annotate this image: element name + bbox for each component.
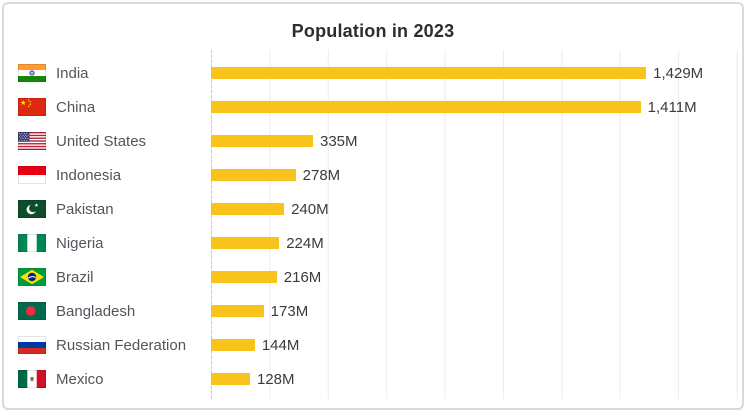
- value-label: 1,411M: [647, 98, 697, 116]
- country-label: Indonesia: [56, 166, 122, 184]
- mx-flag-icon: [18, 370, 46, 388]
- bar-row: Mexico 128M: [4, 362, 739, 396]
- bar-row: Nigeria 224M: [4, 226, 739, 260]
- category-label-cell: Brazil: [4, 268, 211, 286]
- population-bar[interactable]: [211, 169, 296, 181]
- bar-cell: 278M: [211, 158, 739, 192]
- bar-row: Bangladesh 173M: [4, 294, 739, 328]
- bar-rows: India 1,429M China 1,411M United States 335M I…: [4, 56, 739, 396]
- country-label: Pakistan: [56, 200, 114, 218]
- bar-cell: 335M: [211, 124, 739, 158]
- population-bar[interactable]: [211, 339, 255, 351]
- population-bar[interactable]: [211, 67, 647, 79]
- value-label: 240M: [291, 200, 329, 218]
- country-label: Mexico: [56, 370, 104, 388]
- population-bar[interactable]: [211, 135, 313, 147]
- bar-cell: 173M: [211, 294, 739, 328]
- us-flag-icon: [18, 132, 46, 150]
- category-label-cell: United States: [4, 132, 211, 150]
- bar-row: China 1,411M: [4, 90, 739, 124]
- value-label: 128M: [256, 370, 295, 388]
- category-label-cell: Indonesia: [4, 166, 211, 184]
- bar-row: Pakistan 240M: [4, 192, 739, 226]
- bar-cell: 128M: [211, 362, 739, 396]
- country-label: Bangladesh: [56, 302, 136, 320]
- population-bar[interactable]: [211, 203, 285, 215]
- ng-flag-icon: [18, 234, 46, 252]
- ru-flag-icon: [18, 336, 46, 354]
- country-label: Brazil: [56, 268, 94, 286]
- population-bar[interactable]: [211, 271, 277, 283]
- value-label: 278M: [302, 166, 341, 184]
- value-label: 224M: [286, 234, 324, 252]
- bar-cell: 1,411M: [211, 90, 739, 124]
- country-label: Nigeria: [56, 234, 104, 252]
- value-label: 173M: [270, 302, 309, 320]
- bar-row: India 1,429M: [4, 56, 739, 90]
- chart-title: Population in 2023: [291, 21, 455, 41]
- bar-cell: 144M: [211, 328, 739, 362]
- country-label: India: [56, 64, 89, 82]
- category-label-cell: Nigeria: [4, 234, 211, 252]
- population-bar[interactable]: [211, 373, 250, 385]
- bar-cell: 1,429M: [211, 56, 739, 90]
- value-label: 216M: [283, 268, 322, 286]
- cn-flag-icon: [18, 98, 46, 116]
- country-label: China: [56, 98, 96, 116]
- pk-flag-icon: [18, 200, 46, 218]
- population-bar[interactable]: [211, 101, 641, 113]
- bar-row: United States 335M: [4, 124, 739, 158]
- category-label-cell: India: [4, 64, 211, 82]
- value-label: 335M: [320, 132, 358, 150]
- in-flag-icon: [18, 64, 46, 82]
- chart-body: India 1,429M China 1,411M United States 335M I…: [4, 50, 742, 399]
- id-flag-icon: [18, 166, 46, 184]
- bar-cell: 240M: [211, 192, 739, 226]
- population-bar[interactable]: [211, 237, 280, 249]
- category-label-cell: Bangladesh: [4, 302, 211, 320]
- country-label: Russian Federation: [56, 336, 187, 354]
- category-label-cell: Pakistan: [4, 200, 211, 218]
- bar-cell: 216M: [211, 260, 739, 294]
- bar-cell: 224M: [211, 226, 739, 260]
- bd-flag-icon: [18, 302, 46, 320]
- bar-row: Indonesia 278M: [4, 158, 739, 192]
- country-label: United States: [56, 132, 147, 150]
- population-bar[interactable]: [211, 305, 264, 317]
- category-label-cell: Russian Federation: [4, 336, 211, 354]
- br-flag-icon: [18, 268, 46, 286]
- category-label-cell: China: [4, 98, 211, 116]
- value-label: 1,429M: [653, 64, 704, 82]
- category-label-cell: Mexico: [4, 370, 211, 388]
- value-label: 144M: [261, 336, 300, 354]
- bar-row: Brazil 216M: [4, 260, 739, 294]
- bar-row: Russian Federation 144M: [4, 328, 739, 362]
